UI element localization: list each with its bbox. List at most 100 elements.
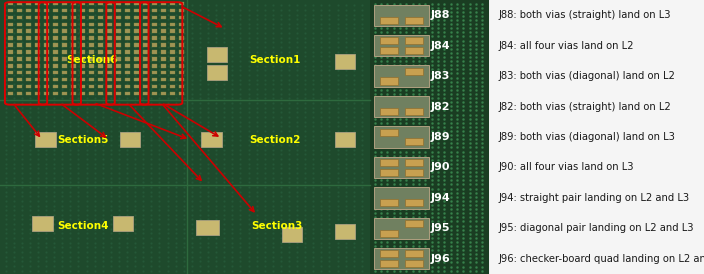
Bar — [379, 250, 398, 258]
Bar — [179, 30, 184, 33]
Bar — [207, 47, 227, 62]
Bar — [161, 50, 166, 54]
Bar — [34, 16, 40, 19]
Bar — [201, 132, 222, 147]
Bar — [44, 50, 49, 54]
Bar — [405, 199, 423, 206]
Bar — [120, 132, 140, 147]
Bar — [152, 30, 158, 33]
Bar — [80, 30, 85, 33]
Text: J88: both vias (straight) land on L3: J88: both vias (straight) land on L3 — [498, 10, 671, 20]
Bar — [17, 71, 23, 75]
Bar — [370, 0, 489, 274]
Bar — [115, 64, 121, 67]
Bar — [405, 169, 423, 176]
Bar — [34, 8, 40, 12]
Bar — [152, 50, 158, 54]
Bar — [179, 2, 184, 5]
Bar — [98, 8, 103, 12]
Bar — [89, 85, 94, 89]
Bar — [107, 85, 113, 89]
Bar — [89, 92, 94, 95]
Bar — [379, 159, 398, 166]
Bar — [44, 43, 49, 47]
Bar — [125, 85, 130, 89]
Bar — [107, 16, 113, 19]
Text: Section6: Section6 — [66, 55, 117, 65]
Bar — [53, 85, 58, 89]
Bar — [115, 85, 121, 89]
Bar — [125, 2, 130, 5]
Bar — [98, 64, 103, 67]
Bar — [134, 57, 139, 61]
FancyBboxPatch shape — [374, 65, 429, 87]
Bar — [125, 50, 130, 54]
Bar — [44, 78, 49, 81]
Bar — [71, 16, 77, 19]
Bar — [53, 71, 58, 75]
Bar — [134, 43, 139, 47]
Bar — [115, 50, 121, 54]
Bar — [170, 22, 175, 26]
Bar — [125, 78, 130, 81]
Bar — [53, 64, 58, 67]
Bar — [134, 16, 139, 19]
Bar — [161, 30, 166, 33]
Bar — [152, 57, 158, 61]
Bar — [71, 22, 77, 26]
Bar — [335, 54, 355, 69]
Bar — [170, 8, 175, 12]
Bar — [107, 78, 113, 81]
Bar — [405, 16, 423, 24]
Bar — [179, 50, 184, 54]
Text: Section5: Section5 — [58, 135, 108, 145]
Bar — [143, 16, 149, 19]
Text: J94: straight pair landing on L2 and L3: J94: straight pair landing on L2 and L3 — [498, 193, 689, 203]
Bar — [32, 216, 53, 231]
Bar — [44, 22, 49, 26]
FancyBboxPatch shape — [374, 4, 429, 26]
FancyBboxPatch shape — [374, 126, 429, 148]
Bar — [53, 78, 58, 81]
Bar — [71, 64, 77, 67]
Bar — [179, 64, 184, 67]
Bar — [8, 8, 13, 12]
Bar — [71, 85, 77, 89]
Bar — [98, 57, 103, 61]
Bar — [405, 37, 423, 44]
Bar — [80, 43, 85, 47]
Text: Section3: Section3 — [251, 221, 302, 231]
Bar — [98, 71, 103, 75]
Text: J96: checker-board quad landing on L2 and L3: J96: checker-board quad landing on L2 an… — [498, 254, 704, 264]
Bar — [98, 16, 103, 19]
Bar — [62, 30, 68, 33]
Text: J90: all four vias land on L3: J90: all four vias land on L3 — [498, 162, 634, 172]
Text: J88: J88 — [431, 10, 451, 20]
Bar — [34, 50, 40, 54]
Bar — [170, 50, 175, 54]
Bar — [179, 16, 184, 19]
Bar — [152, 78, 158, 81]
Bar — [107, 2, 113, 5]
Bar — [80, 36, 85, 40]
Bar — [161, 2, 166, 5]
Bar — [115, 30, 121, 33]
Bar — [17, 57, 23, 61]
FancyBboxPatch shape — [374, 35, 429, 56]
Bar — [161, 78, 166, 81]
Bar — [490, 0, 704, 274]
Bar — [134, 71, 139, 75]
FancyBboxPatch shape — [374, 157, 429, 178]
Bar — [134, 64, 139, 67]
Bar — [152, 64, 158, 67]
Bar — [143, 64, 149, 67]
Bar — [161, 36, 166, 40]
Bar — [379, 129, 398, 136]
Bar — [170, 2, 175, 5]
Bar — [143, 85, 149, 89]
Bar — [26, 43, 32, 47]
Bar — [80, 64, 85, 67]
Bar — [134, 2, 139, 5]
Bar — [98, 78, 103, 81]
Bar — [134, 50, 139, 54]
